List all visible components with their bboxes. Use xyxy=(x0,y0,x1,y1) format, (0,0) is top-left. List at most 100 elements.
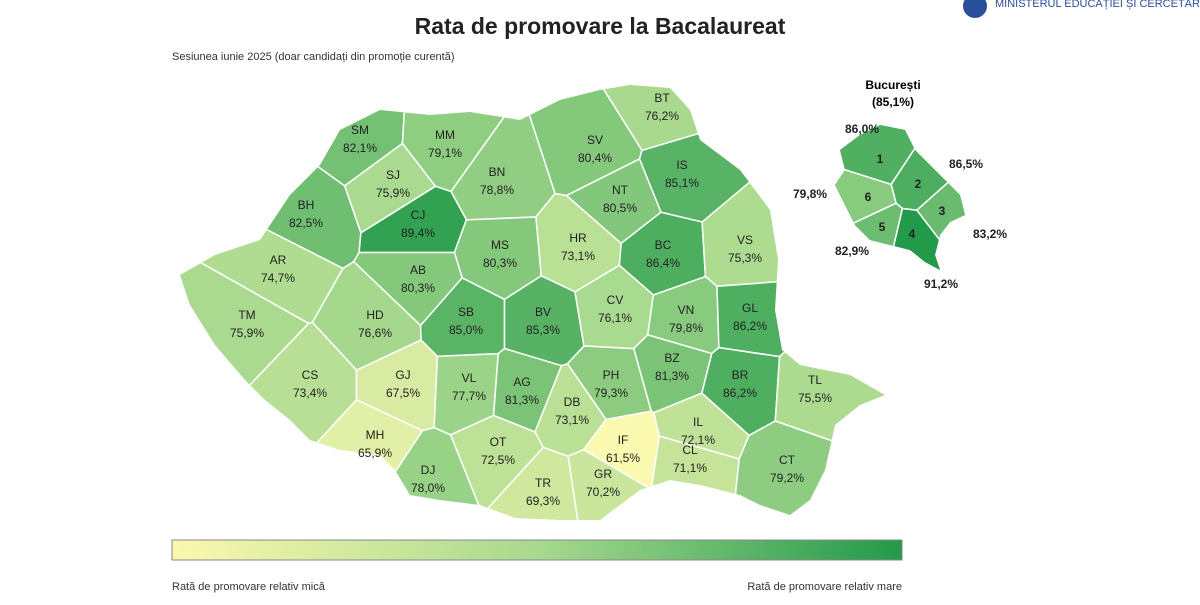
county-value: 76,6% xyxy=(358,326,392,340)
labels: SM 82,1% MM 79,1% BT 76,2% SV 80,4% BN 78,8% SJ 75,… xyxy=(230,91,1007,508)
county-code: SV xyxy=(587,133,603,147)
sector-number: 6 xyxy=(865,190,872,204)
county-code: CS xyxy=(302,368,319,382)
county-code: IS xyxy=(676,158,687,172)
county-value: 85,0% xyxy=(449,323,483,337)
county-code: TL xyxy=(808,373,822,387)
county-value: 86,2% xyxy=(733,319,767,333)
county-value: 75,3% xyxy=(728,251,762,265)
county-value: 65,9% xyxy=(358,446,392,460)
county-value: 75,9% xyxy=(230,326,264,340)
county-value: 86,2% xyxy=(723,386,757,400)
subtitle: Sesiunea iunie 2025 (doar candidați din … xyxy=(172,51,455,63)
sector-value: 86,0% xyxy=(845,122,879,136)
county-value: 73,1% xyxy=(561,249,595,263)
county-code: VS xyxy=(737,233,753,247)
county-code: NT xyxy=(612,183,629,197)
county-value: 79,3% xyxy=(594,386,628,400)
county-value: 81,3% xyxy=(655,369,689,383)
county-value: 73,4% xyxy=(293,386,327,400)
county-code: VN xyxy=(678,303,695,317)
county-code: MS xyxy=(491,238,509,252)
logo-icon xyxy=(963,0,987,18)
county xyxy=(729,420,885,520)
county-value: 80,3% xyxy=(483,256,517,270)
county-value: 79,2% xyxy=(770,471,804,485)
sector-number: 2 xyxy=(915,177,922,191)
county-value: 67,5% xyxy=(386,386,420,400)
county-code: GJ xyxy=(395,368,410,382)
sector-number: 5 xyxy=(879,220,886,234)
county-value: 76,1% xyxy=(598,311,632,325)
sector-value: 82,9% xyxy=(835,244,869,258)
county-value: 82,1% xyxy=(343,141,377,155)
county-code: BN xyxy=(489,165,506,179)
county-code: VL xyxy=(462,371,477,385)
county-value: 85,3% xyxy=(526,323,560,337)
county-code: DB xyxy=(564,395,581,409)
county-value: 76,2% xyxy=(645,109,679,123)
legend-gradient xyxy=(171,539,903,561)
county-code: CL xyxy=(682,443,698,457)
county-code: BC xyxy=(655,238,672,252)
county-value: 79,8% xyxy=(669,321,703,335)
county-code: BH xyxy=(298,198,315,212)
county-value: 72,1% xyxy=(681,433,715,447)
county-code: AG xyxy=(513,375,530,389)
county-code: BR xyxy=(732,368,749,382)
legend-high: Rată de promovare relativ mare xyxy=(747,581,902,593)
county-code: SJ xyxy=(386,168,400,182)
county-value: 75,5% xyxy=(798,391,832,405)
county-value: 80,5% xyxy=(603,201,637,215)
county-code: AB xyxy=(410,263,426,277)
county-code: CV xyxy=(607,293,624,307)
county-code: HD xyxy=(366,308,384,322)
sector-value: 79,8% xyxy=(793,187,827,201)
county-value: 72,5% xyxy=(481,453,515,467)
county-value: 79,1% xyxy=(428,146,462,160)
legend-low: Rată de promovare relativ mică xyxy=(172,581,326,593)
county-code: BV xyxy=(535,305,551,319)
county-value: 61,5% xyxy=(606,451,640,465)
sector-number: 4 xyxy=(909,227,916,241)
county-value: 71,1% xyxy=(673,461,707,475)
county xyxy=(716,274,873,358)
county-value: 80,4% xyxy=(578,151,612,165)
county-code: TM xyxy=(238,308,255,322)
county-value: 78,0% xyxy=(411,481,445,495)
title: Rata de promovare la Bacalaureat xyxy=(415,13,786,39)
county-code: IL xyxy=(693,415,703,429)
county-value: 74,7% xyxy=(261,271,295,285)
county-value: 81,3% xyxy=(505,393,539,407)
county-value: 69,3% xyxy=(526,494,560,508)
county-value: 80,3% xyxy=(401,281,435,295)
county-value: 82,5% xyxy=(289,216,323,230)
county-code: GR xyxy=(594,467,612,481)
county-code: GL xyxy=(742,301,758,315)
county-code: OT xyxy=(490,435,507,449)
county-value: 78,8% xyxy=(480,183,514,197)
county-code: SM xyxy=(351,123,369,137)
county-value: 77,7% xyxy=(452,389,486,403)
county-code: SB xyxy=(458,305,474,319)
county-code: MM xyxy=(435,128,455,142)
sector-value: 91,2% xyxy=(924,277,958,291)
county-value: 85,1% xyxy=(665,176,699,190)
county-value: 89,4% xyxy=(401,226,435,240)
county-value: 86,4% xyxy=(646,256,680,270)
county-code: BT xyxy=(654,91,670,105)
county-code: CT xyxy=(779,453,796,467)
bucharest-name: București xyxy=(865,78,920,92)
sector-value: 83,2% xyxy=(973,227,1007,241)
county-code: BZ xyxy=(664,351,679,365)
county-value: 73,1% xyxy=(555,413,589,427)
sector-value: 86,5% xyxy=(949,157,983,171)
sector-number: 3 xyxy=(939,204,946,218)
county-code: DJ xyxy=(421,463,436,477)
bucharest-total: (85,1%) xyxy=(872,95,914,109)
county-code: HR xyxy=(569,231,587,245)
county-code: IF xyxy=(618,433,629,447)
county-code: MH xyxy=(366,428,385,442)
